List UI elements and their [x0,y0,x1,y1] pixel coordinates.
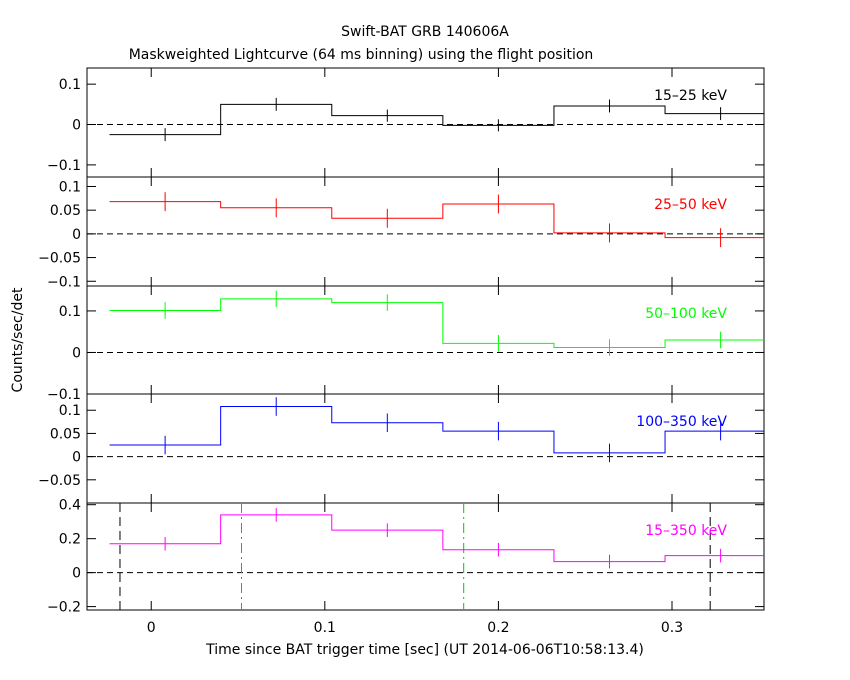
y-tick-label: 0.1 [59,179,81,195]
y-tick-label: 0.1 [59,403,81,419]
panel-frame [86,502,765,611]
x-tick-label: 0.2 [487,620,509,636]
chart-title-line2: Maskweighted Lightcurve (64 ms binning) … [129,47,594,63]
y-tick-label: 0.05 [50,426,81,442]
x-tick-label: 0 [147,620,156,636]
series-line [109,514,764,563]
y-tick-label: −0.2 [47,600,81,616]
y-tick-label: −0.1 [47,387,81,403]
panel-3: −0.1 0 0.1 50–100 keV [47,285,765,403]
panel-1: −0.1 0 0.1 15–25 keV [47,67,765,178]
y-tick-label: 0.1 [59,304,81,320]
y-tick-label: −0.05 [38,251,81,267]
x-axis-label: Time since BAT trigger time [sec] (UT 20… [205,642,644,658]
panel-frame [86,67,765,178]
series-label: 100–350 keV [636,414,727,430]
y-tick-label: 0.1 [59,77,81,93]
y-tick-label: 0 [72,345,81,361]
series-label: 15–350 keV [645,523,727,539]
y-tick-label: 0 [72,118,81,134]
y-tick-label: −0.1 [47,158,81,174]
panel-2: −0.1 −0.05 0 0.05 0.1 25–50 keV [38,176,765,290]
series-label: 15–25 keV [654,88,727,104]
y-tick-label: 0 [72,227,81,243]
y-tick-label: 0.05 [50,203,81,219]
y-tick-label: 0 [72,450,81,466]
series-line [109,406,764,454]
y-tick-label: −0.05 [38,473,81,489]
series-line [109,201,764,239]
y-axis-label: Counts/sec/det [10,287,26,392]
series-label: 50–100 keV [645,306,727,322]
y-tick-label: 0.2 [59,532,81,548]
y-tick-label: −0.1 [47,274,81,290]
series-label: 25–50 keV [654,197,727,213]
panel-frame [86,176,765,287]
y-tick-label: 0 [72,566,81,582]
panel-5: −0.2 0 0.2 0.4 15–350 keV [47,498,765,616]
x-tick-label: 0.1 [314,620,336,636]
chart-title-line1: Swift-BAT GRB 140606A [341,24,509,40]
series-line [109,103,764,136]
panel-4: −0.05 0 0.05 0.1 100–350 keV [38,393,765,504]
series-line [109,298,764,348]
x-tick-label: 0.3 [661,620,683,636]
panel-frame [86,393,765,504]
y-tick-label: 0.4 [59,498,81,514]
